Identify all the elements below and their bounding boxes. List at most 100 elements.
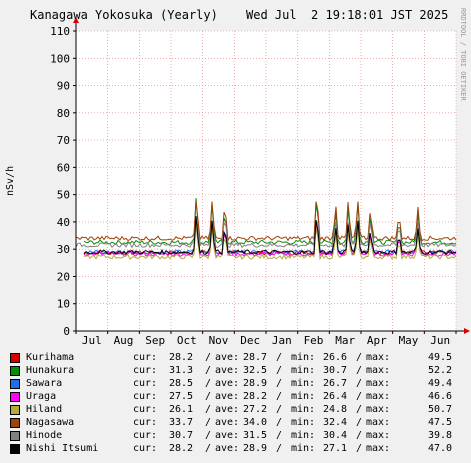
legend-ave-value: 28.9 [243,443,268,454]
x-tick-labels: Jul Aug Sep Oct Nov Dec Jan Feb Mar Apr May Jun [82,334,450,347]
y-tick-label: 80 [57,107,70,120]
legend-swatch [10,353,20,363]
legend-separator: / [356,365,363,376]
legend-cur-value: 33.7 [169,417,194,428]
legend-row: Hinode cur: 30.7/ave: 31.5/min: 30.4/max: 39.… [10,429,470,442]
legend-series-name: Sawara [26,378,63,389]
x-tick-label: Dec [240,334,260,347]
legend-series-name: Kurihama [26,352,75,363]
legend-max-label: max: [366,430,391,441]
legend-cur-value: 28.2 [169,443,194,454]
legend-min-value: 26.6 [323,352,348,363]
legend-ave-label: ave: [215,404,240,415]
legend-row: Hiland cur: 26.1/ave: 27.2/min: 24.8/max: 50.… [10,403,470,416]
legend-swatch [10,418,20,428]
legend-cur-value: 31.3 [169,365,194,376]
legend-separator: / [356,378,363,389]
legend-max-value: 50.7 [428,404,453,415]
legend-separator: / [205,404,212,415]
legend-cur-label: cur: [133,417,158,428]
y-tick-label: 30 [57,243,70,256]
legend-min-label: min: [291,417,316,428]
legend-separator: / [276,443,283,454]
legend-min-label: min: [291,443,316,454]
legend-max-value: 46.6 [428,391,453,402]
legend-separator: / [356,352,363,363]
x-tick-label: Apr [367,334,387,347]
series-lines [75,198,457,261]
legend-separator: / [276,417,283,428]
legend-row: Nagasawa cur: 33.7/ave: 34.0/min: 32.4/max: 4… [10,416,470,429]
legend-max-label: max: [366,365,391,376]
legend-separator: / [276,378,283,389]
legend-max-label: max: [366,352,391,363]
legend-ave-value: 28.2 [243,391,268,402]
y-tick-label: 0 [63,325,70,338]
x-tick-label: Oct [177,334,197,347]
legend-ave-value: 31.5 [243,430,268,441]
legend-ave-value: 27.2 [243,404,268,415]
legend-max-value: 47.5 [428,417,453,428]
y-tick-label: 70 [57,134,70,147]
legend-max-label: max: [366,404,391,415]
x-axis-arrow [464,328,470,334]
x-tick-label: Jun [430,334,450,347]
x-tick-label: Aug [114,334,134,347]
x-tick-label: Nov [209,334,229,347]
series-line-hiland [83,224,457,261]
legend-ave-label: ave: [215,443,240,454]
legend-cur-value: 28.2 [169,352,194,363]
legend-min-value: 32.4 [323,417,348,428]
legend-ave-label: ave: [215,417,240,428]
legend-cur-label: cur: [133,430,158,441]
legend-ave-label: ave: [215,352,240,363]
series-line-hunakura [83,198,457,246]
y-tick-label: 20 [57,270,70,283]
legend-separator: / [205,352,212,363]
legend-separator: / [205,443,212,454]
legend-cur-label: cur: [133,404,158,415]
legend-ave-label: ave: [215,430,240,441]
legend-series-name: Uraga [26,391,57,402]
legend-min-label: min: [291,404,316,415]
legend: Kurihama cur: 28.2/ave: 28.7/min: 26.6/max: 4… [10,351,470,455]
legend-max-value: 49.4 [428,378,453,389]
legend-max-label: max: [366,378,391,389]
rrdtool-watermark: RRDTOOL / TOBI OETIKER [459,8,467,102]
legend-separator: / [205,378,212,389]
legend-min-label: min: [291,391,316,402]
legend-max-label: max: [366,443,391,454]
legend-row: Kurihama cur: 28.2/ave: 28.7/min: 26.6/max: 4… [10,351,470,364]
legend-separator: / [276,352,283,363]
x-tick-label: Mar [335,334,355,347]
x-tick-label: Feb [304,334,324,347]
legend-min-value: 24.8 [323,404,348,415]
legend-max-value: 52.2 [428,365,453,376]
legend-ave-label: ave: [215,378,240,389]
y-tick-label: 110 [50,25,70,38]
legend-max-value: 47.0 [428,443,453,454]
legend-min-label: min: [291,430,316,441]
legend-separator: / [276,430,283,441]
legend-max-label: max: [366,391,391,402]
legend-separator: / [276,365,283,376]
legend-separator: / [205,391,212,402]
legend-min-label: min: [291,365,316,376]
legend-series-name: Hinode [26,430,63,441]
legend-max-label: max: [366,417,391,428]
legend-series-name: Nishi Itsumi [26,443,99,454]
y-axis-label: nSv/h [5,166,16,196]
legend-cur-label: cur: [133,391,158,402]
y-tick-label: 100 [50,52,70,65]
legend-row: Sawara cur: 28.5/ave: 28.9/min: 26.7/max: 49.… [10,377,470,390]
legend-separator: / [356,443,363,454]
legend-ave-value: 34.0 [243,417,268,428]
legend-ave-label: ave: [215,365,240,376]
legend-row: Hunakura cur: 31.3/ave: 32.5/min: 30.7/max: 5… [10,364,470,377]
legend-separator: / [205,417,212,428]
x-tick-label: Jul [82,334,102,347]
legend-separator: / [356,417,363,428]
legend-series-name: Hiland [26,404,63,415]
legend-min-label: min: [291,352,316,363]
